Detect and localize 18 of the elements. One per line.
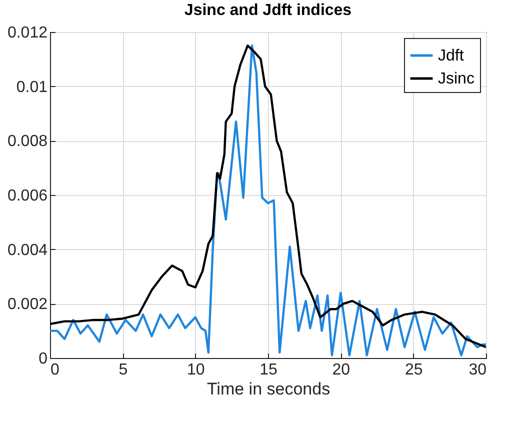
y-tick-label: 0.006	[7, 188, 48, 204]
chart-title: Jsinc and Jdft indices	[184, 2, 352, 19]
x-tick-label: 0	[50, 362, 60, 378]
x-tick-label: 30	[468, 362, 487, 378]
x-tick-label: 20	[332, 362, 350, 378]
x-tick-label: 15	[260, 362, 278, 378]
y-tick-label: 0.008	[7, 133, 48, 150]
x-tick-label: 10	[186, 362, 205, 378]
legend-label: Jsinc	[438, 70, 474, 88]
x-axis-title: Time in seconds	[206, 380, 330, 398]
y-tick-label: 0	[38, 350, 48, 368]
y-tick-label: 0.01	[16, 78, 48, 96]
x-tick-label: 5	[118, 362, 128, 378]
legend-label: Jdft	[438, 48, 464, 64]
y-tick-label: 0.002	[7, 296, 48, 314]
y-tick-label: 0.004	[7, 242, 48, 259]
x-tick-label: 25	[404, 362, 423, 378]
y-tick-label: 0.012	[7, 24, 48, 42]
